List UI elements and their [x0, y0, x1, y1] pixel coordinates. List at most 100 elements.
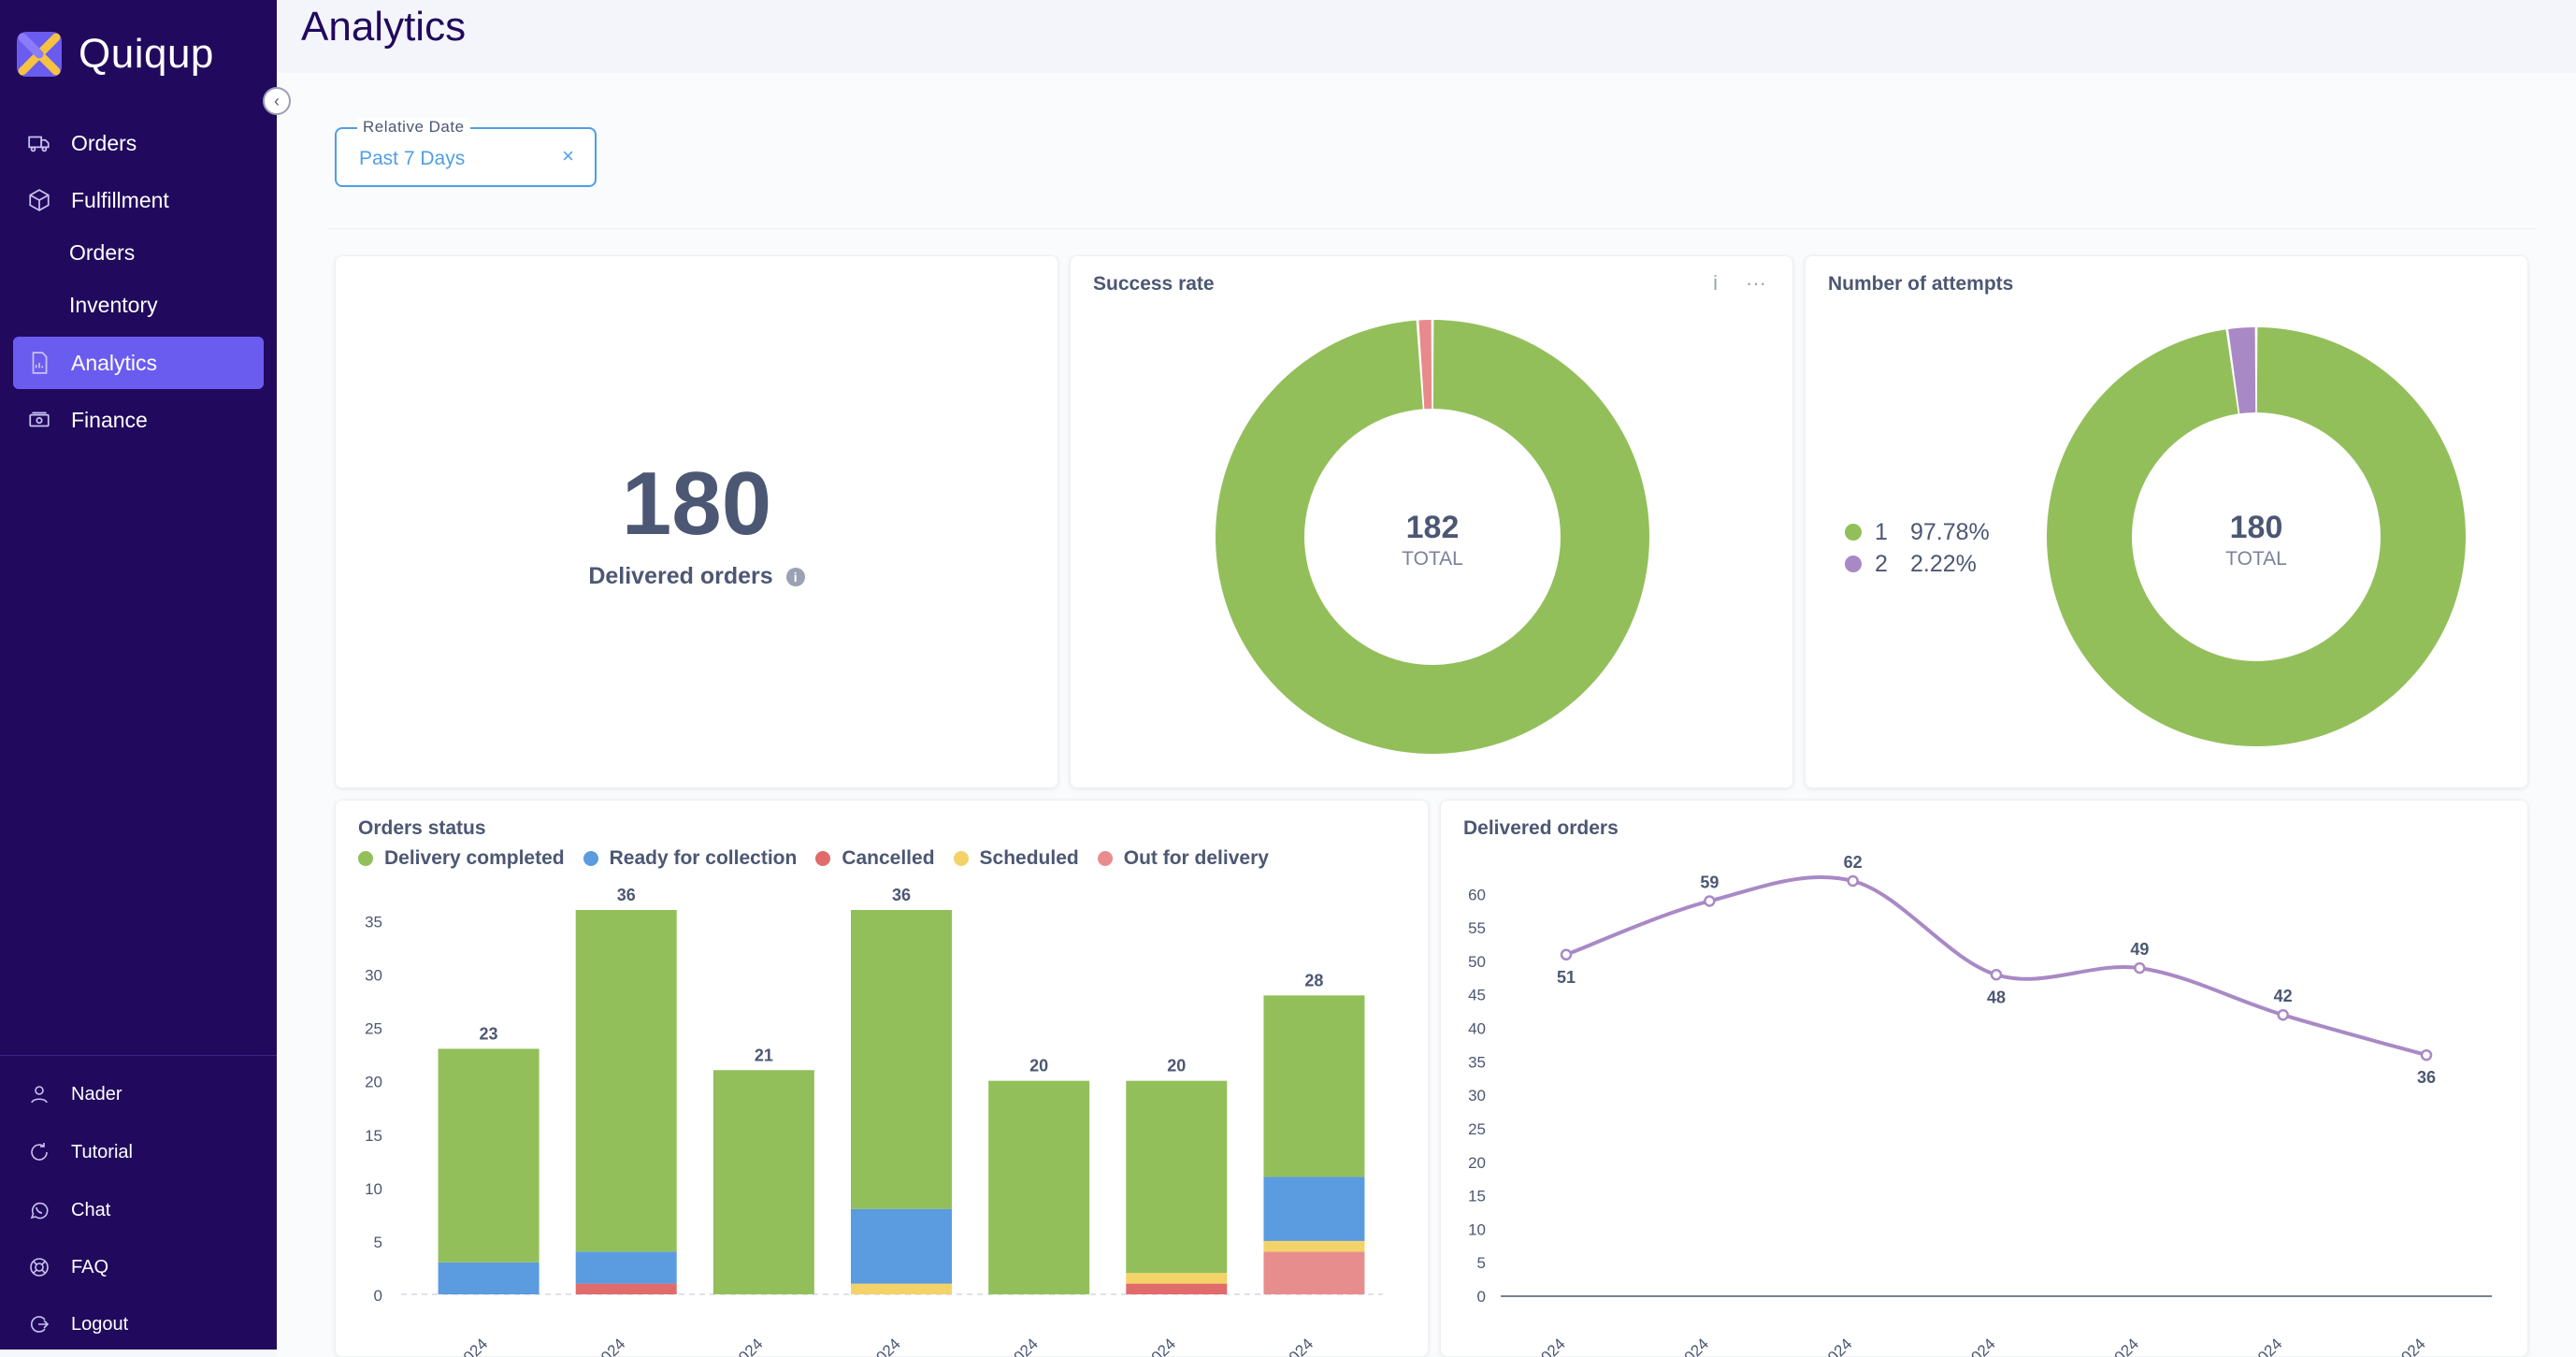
page-title: Analytics [301, 4, 467, 50]
bar-segment-ready-for-collection [575, 1251, 677, 1284]
brand[interactable]: Quiqup [13, 28, 214, 80]
legend-item[interactable]: 1 97.78% [1845, 516, 1990, 548]
y-tick-label: 5 [1477, 1254, 1486, 1272]
bar-segment-delivery-completed [575, 910, 677, 1252]
success-rate-card: Success rate i ··· 182 TOTAL [1070, 255, 1793, 788]
card-title: Number of attempts [1828, 273, 2014, 295]
bar-segment-delivery-completed [438, 1048, 540, 1263]
filter-value[interactable]: Past 7 Days [359, 148, 466, 169]
y-tick-label: 10 [1468, 1220, 1486, 1238]
sidebar-item-orders[interactable]: Orders [13, 117, 264, 169]
relative-date-filter[interactable]: Relative Date Past 7 Days × [335, 118, 597, 187]
legend-dot [358, 851, 373, 866]
x-tick-label: , 24, 2024 [979, 1335, 1042, 1357]
data-label: 49 [2130, 940, 2149, 959]
sidebar-footer-logout[interactable]: Logout [13, 1302, 264, 1347]
bar-total-label: 21 [755, 1046, 773, 1064]
bar-total-label: 36 [617, 886, 636, 904]
truck-icon [26, 130, 52, 156]
card-title: Delivered orders [1463, 817, 1619, 839]
legend-label: Delivery completed [384, 847, 565, 869]
sidebar-item-fulfillment-orders[interactable]: Orders [13, 226, 264, 279]
data-label: 51 [1557, 968, 1576, 987]
more-options-icon[interactable]: ··· [1746, 271, 1766, 295]
y-tick-label: 20 [1468, 1154, 1486, 1172]
y-tick-label: 60 [1468, 886, 1486, 903]
bar-segment-delivery-completed [988, 1080, 1090, 1294]
bar-segment-cancelled [1126, 1283, 1228, 1294]
donut-slice-1[interactable] [2047, 327, 2466, 747]
x-tick-label: , 20, 2024 [1506, 1335, 1569, 1357]
legend-dot [1845, 556, 1862, 572]
y-tick-label: 20 [365, 1074, 382, 1091]
x-tick-label: , 21, 2024 [567, 1335, 629, 1357]
x-tick-label: , 25, 2024 [2223, 1335, 2286, 1357]
data-label: 59 [1700, 873, 1719, 891]
donut-slice-2[interactable] [2228, 327, 2256, 414]
x-tick-label: , 26, 2024 [1254, 1335, 1317, 1357]
sidebar-footer-label: Logout [71, 1313, 129, 1335]
orders-status-legend: Delivery completed Ready for collection … [358, 847, 1269, 870]
y-tick-label: 15 [365, 1127, 382, 1145]
donut-slice-failed[interactable] [1418, 320, 1432, 410]
delivered-orders-kpi-card: 180 Delivered orders i [335, 255, 1058, 788]
info-icon[interactable]: i [785, 568, 805, 586]
attempts-legend: 1 97.78% 2 2.22% [1845, 516, 1990, 580]
legend-item[interactable]: Cancelled [815, 847, 935, 870]
bar-segment-cancelled [575, 1283, 677, 1294]
data-point [2134, 961, 2146, 974]
legend-percent: 2.22% [1910, 550, 1977, 577]
money-icon [26, 407, 52, 433]
bar-total-label: 23 [480, 1024, 498, 1043]
card-actions: i ··· [1713, 271, 1766, 296]
bar-segment-delivery-completed [1126, 1080, 1228, 1274]
sidebar-item-label: Finance [71, 407, 148, 432]
bar-total-label: 36 [892, 886, 911, 904]
clear-filter-icon[interactable]: × [562, 144, 574, 167]
sidebar-footer-user[interactable]: Nader [13, 1072, 264, 1117]
legend-dot [583, 851, 598, 866]
x-tick-label: , 23, 2024 [842, 1335, 904, 1357]
legend-item[interactable]: 2 2.22% [1845, 548, 1990, 580]
legend-label: Scheduled [979, 847, 1079, 869]
info-icon[interactable]: i [1713, 271, 1719, 295]
bar-segment-ready-for-collection [851, 1208, 952, 1284]
sidebar-item-analytics[interactable]: Analytics [13, 337, 264, 389]
orders-status-card: Orders status Delivery completed Ready f… [335, 800, 1429, 1357]
sidebar-item-fulfillment[interactable]: Fulfillment [13, 174, 264, 226]
x-tick-label: , 26, 2024 [2367, 1335, 2429, 1357]
legend-item[interactable]: Ready for collection [583, 847, 797, 870]
sidebar-item-finance[interactable]: Finance [13, 394, 264, 446]
donut-center-value: 182 [1406, 510, 1460, 545]
donut-center-label: TOTAL [2225, 548, 2287, 570]
bar-total-label: 20 [1029, 1057, 1048, 1075]
legend-dot [815, 851, 831, 866]
x-tick-label: , 20, 2024 [428, 1335, 491, 1357]
lifebuoy-icon [26, 1254, 52, 1280]
y-tick-label: 50 [1468, 953, 1486, 971]
legend-key: 2 [1875, 550, 1888, 577]
box-icon [26, 187, 52, 213]
legend-item[interactable]: Scheduled [953, 847, 1079, 870]
donut-slices [2047, 327, 2466, 747]
x-tick-label: , 24, 2024 [2080, 1335, 2142, 1357]
sidebar-footer-chat[interactable]: Chat [13, 1188, 264, 1233]
x-tick-label: , 23, 2024 [1936, 1335, 1999, 1357]
collapse-sidebar-button[interactable]: ‹ [263, 87, 291, 115]
legend-item[interactable]: Out for delivery [1097, 847, 1269, 870]
sidebar-footer-faq[interactable]: FAQ [13, 1245, 264, 1290]
filter-label: Relative Date [357, 118, 470, 137]
card-title: Orders status [358, 817, 486, 839]
sidebar-item-inventory[interactable]: Inventory [13, 279, 264, 331]
bar-total-label: 28 [1304, 971, 1323, 989]
data-point [1704, 895, 1716, 907]
sidebar-footer-tutorial[interactable]: Tutorial [13, 1130, 264, 1175]
delivered-orders-line-chart: 0 5 10 15 20 25 30 35 40 45 50 55 60 51 , 20, 2024 59 , … [1468, 853, 2492, 1357]
data-label: 62 [1844, 853, 1863, 872]
legend-dot [1097, 851, 1113, 866]
bar-total-label: 20 [1167, 1057, 1186, 1075]
sidebar-footer-label: FAQ [71, 1256, 109, 1278]
donut-slice-success[interactable] [1216, 320, 1650, 754]
sidebar-item-label: Analytics [71, 350, 158, 375]
legend-item[interactable]: Delivery completed [358, 847, 565, 870]
